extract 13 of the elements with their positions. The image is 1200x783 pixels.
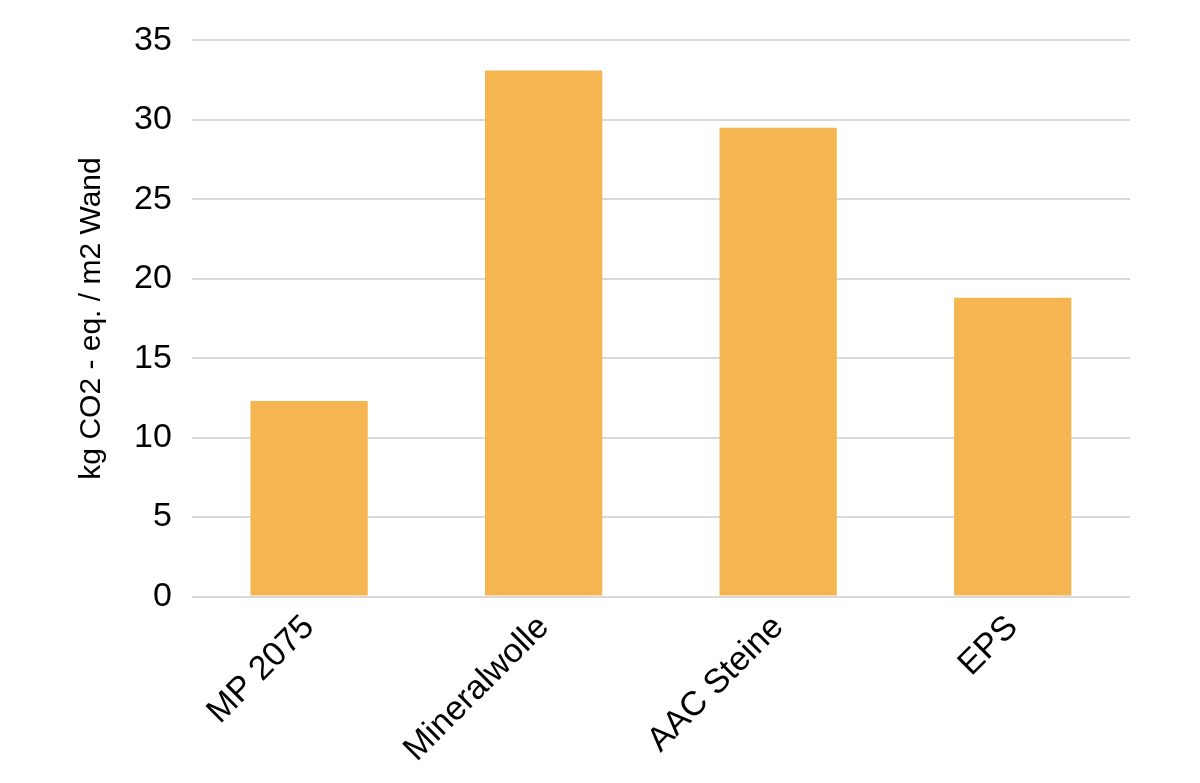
y-tick-label: 10 — [133, 416, 172, 455]
bar — [250, 401, 368, 596]
bar — [485, 70, 603, 596]
bar — [719, 127, 837, 596]
y-tick-label: 35 — [133, 18, 172, 57]
y-tick-label: 25 — [133, 177, 172, 216]
y-tick-label: 15 — [133, 336, 172, 375]
y-tick-label: 20 — [133, 257, 172, 296]
bar — [954, 297, 1072, 596]
y-axis-title: kg CO2 - eq. / m2 Wand — [73, 157, 107, 480]
y-tick-label: 0 — [152, 574, 172, 613]
y-tick-label: 5 — [152, 495, 172, 534]
y-tick-label: 30 — [133, 98, 172, 137]
